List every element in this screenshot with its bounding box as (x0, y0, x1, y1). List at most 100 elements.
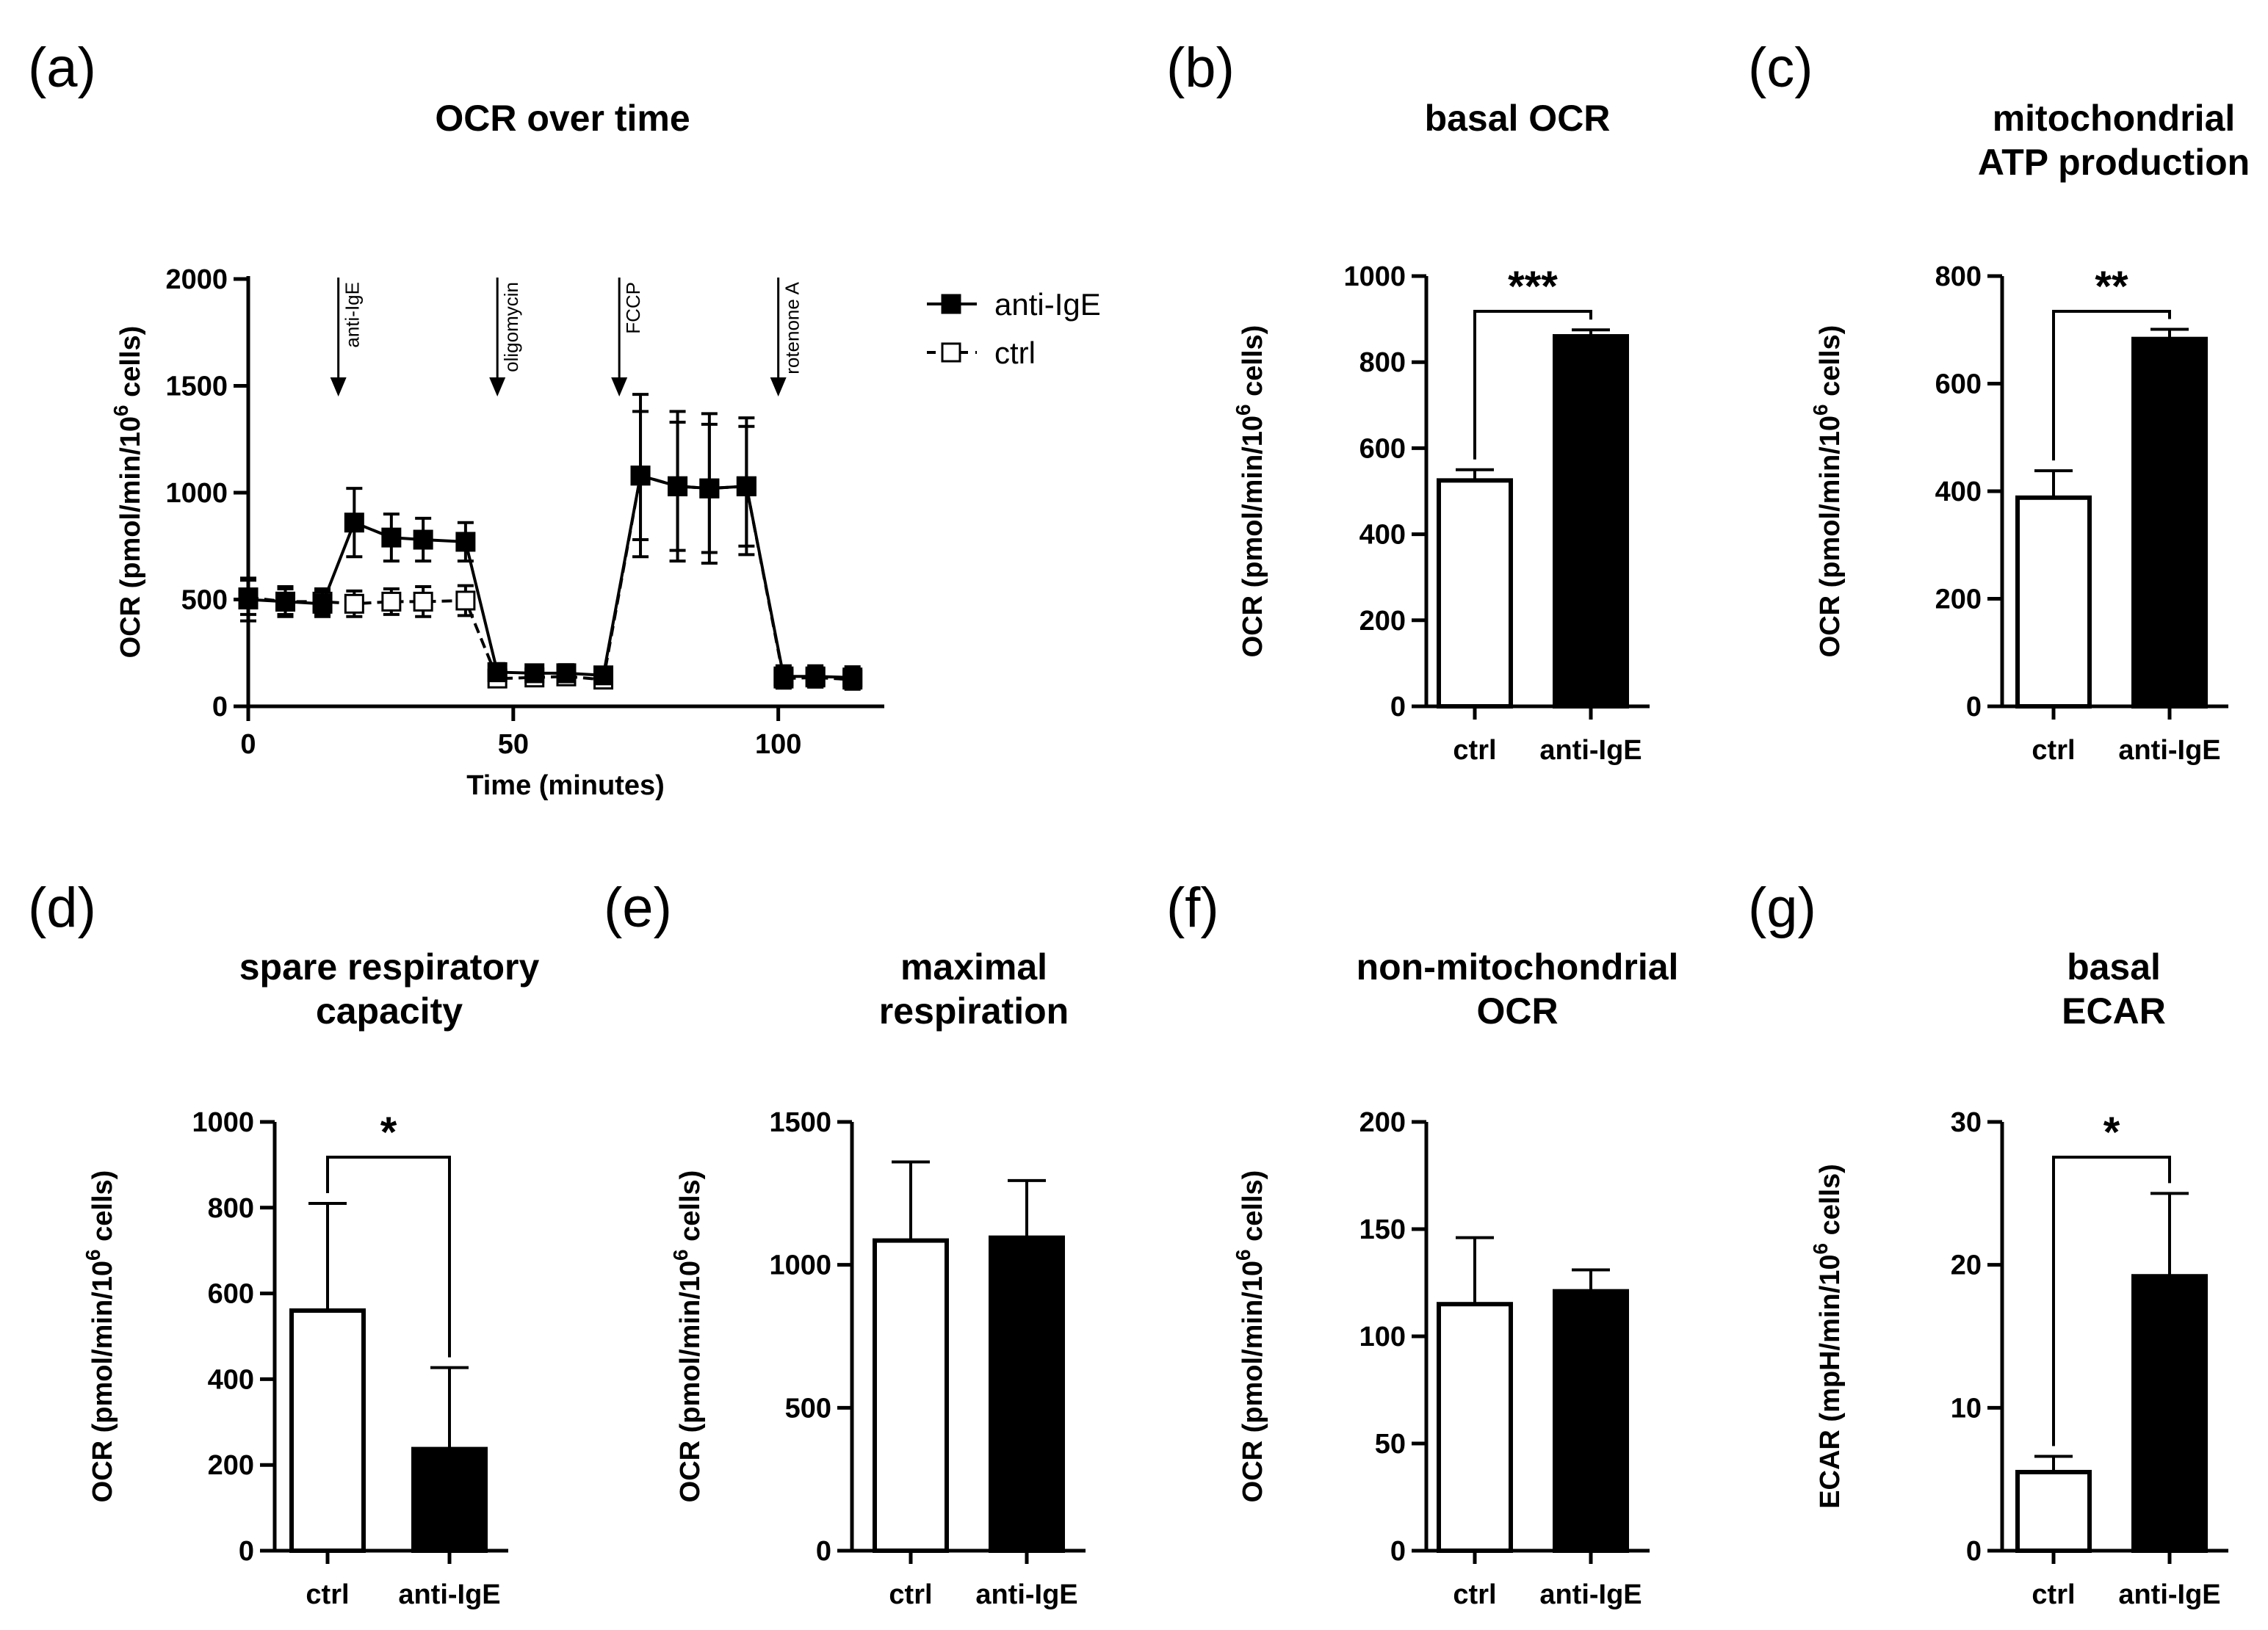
bar-anti-IgE (989, 1235, 1065, 1554)
y-tick-label-a: 0 (212, 692, 228, 722)
y-tick-label-a: 1500 (165, 372, 228, 402)
panel-title-g: basal (2067, 946, 2161, 988)
y-tick-label-b: 800 (1359, 347, 1406, 378)
y-axis-title-g: ECAR (mpH/min/106 cells) (1809, 1164, 1846, 1509)
y-tick-label-b: 0 (1390, 692, 1406, 722)
panel-letter-a: (a) (28, 37, 96, 99)
y-tick-label-d: 600 (208, 1279, 254, 1310)
y-axis-title-g-superscript: 6 (1809, 1243, 1832, 1255)
injection-label: rotenone A (781, 281, 803, 374)
injection-label: FCCP (622, 282, 644, 334)
legend-label-ctrl: ctrl (994, 336, 1036, 370)
y-axis-title-f-superscript: 6 (1232, 1249, 1254, 1261)
x-axis-title-a: Time (minutes) (466, 770, 665, 801)
panel-a: (a) OCR over time 0 500 1000 1500 2000 0 50 100 Ti… (28, 37, 1101, 801)
data-point-ctrl (455, 590, 476, 611)
panel-title-f: OCR (1476, 990, 1558, 1032)
y-axis-title-d-part: OCR (pmol/min/10 (87, 1261, 118, 1502)
data-point-anti-IgE (275, 591, 296, 612)
y-axis-title-a-superscript: 6 (109, 405, 132, 416)
category-label-ctrl: ctrl (2032, 735, 2075, 766)
category-label-anti-IgE: anti-IgE (398, 1579, 500, 1610)
panel-letter-f: (f) (1166, 877, 1219, 939)
series-line-ctrl (248, 474, 853, 681)
y-tick-label-b: 200 (1359, 606, 1406, 637)
y-tick-label-e: 500 (785, 1393, 831, 1424)
y-axis-title-b-part: cells) (1238, 325, 1268, 405)
y-tick-label-d: 0 (239, 1536, 254, 1567)
panel-title-c: ATP production (1978, 142, 2250, 183)
data-point-anti-IgE (312, 593, 333, 614)
legend-label-anti-IgE: anti-IgE (994, 287, 1101, 322)
category-label-anti-IgE: anti-IgE (1539, 1579, 1642, 1610)
y-tick-label-c: 0 (1966, 692, 1982, 722)
y-axis-title-d-part: cells) (87, 1170, 118, 1250)
bar-anti-IgE (2131, 336, 2208, 709)
y-tick-label-d: 200 (208, 1450, 254, 1481)
data-point-anti-IgE (381, 527, 402, 548)
data-point-anti-IgE (699, 478, 720, 499)
y-tick-label-e: 0 (816, 1536, 831, 1567)
panel-title-e: maximal (900, 946, 1047, 988)
y-tick-label-c: 200 (1935, 584, 1982, 615)
y-axis-title-b: OCR (pmol/min/106 cells) (1232, 325, 1268, 658)
y-tick-label-f: 150 (1359, 1214, 1406, 1245)
injection-arrow-head (489, 377, 506, 396)
y-axis-title-c-part: OCR (pmol/min/10 (1815, 416, 1846, 657)
data-point-anti-IgE (805, 666, 826, 687)
y-axis-title-f-part: OCR (pmol/min/10 (1238, 1261, 1268, 1502)
data-point-ctrl (344, 593, 364, 614)
significance-label-d: * (380, 1109, 397, 1156)
panel-title-g: ECAR (2062, 990, 2166, 1032)
data-point-anti-IgE (487, 662, 508, 682)
category-label-anti-IgE: anti-IgE (2118, 1579, 2220, 1610)
series-line-anti-IgE (248, 474, 853, 679)
y-tick-label-a: 2000 (165, 264, 228, 295)
y-tick-label-e: 1000 (769, 1250, 831, 1281)
y-axis-title-a: OCR (pmol/min/106 cells) (109, 326, 146, 659)
bar-ctrl (1437, 478, 1513, 709)
category-label-ctrl: ctrl (889, 1579, 932, 1610)
data-point-anti-IgE (413, 529, 433, 550)
panel-letter-e: (e) (604, 877, 672, 939)
category-label-anti-IgE: anti-IgE (1539, 735, 1642, 766)
y-tick-label-g: 20 (1951, 1250, 1982, 1281)
bar-ctrl (289, 1308, 366, 1553)
bar-ctrl (2015, 495, 2092, 709)
y-axis-title-f: OCR (pmol/min/106 cells) (1232, 1170, 1268, 1503)
y-axis-title-g-part: ECAR (mpH/min/10 (1815, 1255, 1846, 1509)
x-tick-label-a: 100 (755, 729, 801, 760)
category-label-ctrl: ctrl (306, 1579, 349, 1610)
category-label-anti-IgE: anti-IgE (975, 1579, 1077, 1610)
y-tick-label-g: 30 (1951, 1107, 1982, 1138)
y-tick-label-f: 100 (1359, 1322, 1406, 1352)
bar-ctrl (873, 1238, 949, 1554)
y-axis-title-c: OCR (pmol/min/106 cells) (1809, 325, 1846, 658)
y-tick-label-d: 800 (208, 1193, 254, 1224)
y-tick-label-c: 600 (1935, 369, 1982, 400)
y-axis-title-e-part: OCR (pmol/min/10 (675, 1261, 706, 1502)
x-tick-label-a: 0 (240, 729, 256, 760)
data-point-anti-IgE (524, 663, 545, 684)
injection-label: anti-IgE (342, 282, 364, 348)
y-axis-title-e-superscript: 6 (669, 1249, 692, 1261)
injection-label: oligomycin (500, 282, 522, 372)
data-point-anti-IgE (630, 466, 651, 486)
y-tick-label-g: 0 (1966, 1536, 1982, 1567)
bar-ctrl (1437, 1302, 1513, 1553)
injection-arrow-head (330, 377, 347, 396)
panel-title-a: OCR over time (435, 98, 690, 139)
significance-bracket-d (326, 1156, 451, 1358)
y-tick-label-f: 0 (1390, 1536, 1406, 1567)
panel-title-f: non-mitochondrial (1357, 946, 1679, 988)
data-point-anti-IgE (556, 663, 577, 684)
y-tick-label-b: 600 (1359, 433, 1406, 464)
y-tick-label-f: 200 (1359, 1107, 1406, 1138)
y-tick-label-c: 800 (1935, 261, 1982, 292)
y-axis-title-f-part: cells) (1238, 1170, 1268, 1250)
y-tick-label-e: 1500 (769, 1107, 831, 1138)
category-label-ctrl: ctrl (2032, 1579, 2075, 1610)
